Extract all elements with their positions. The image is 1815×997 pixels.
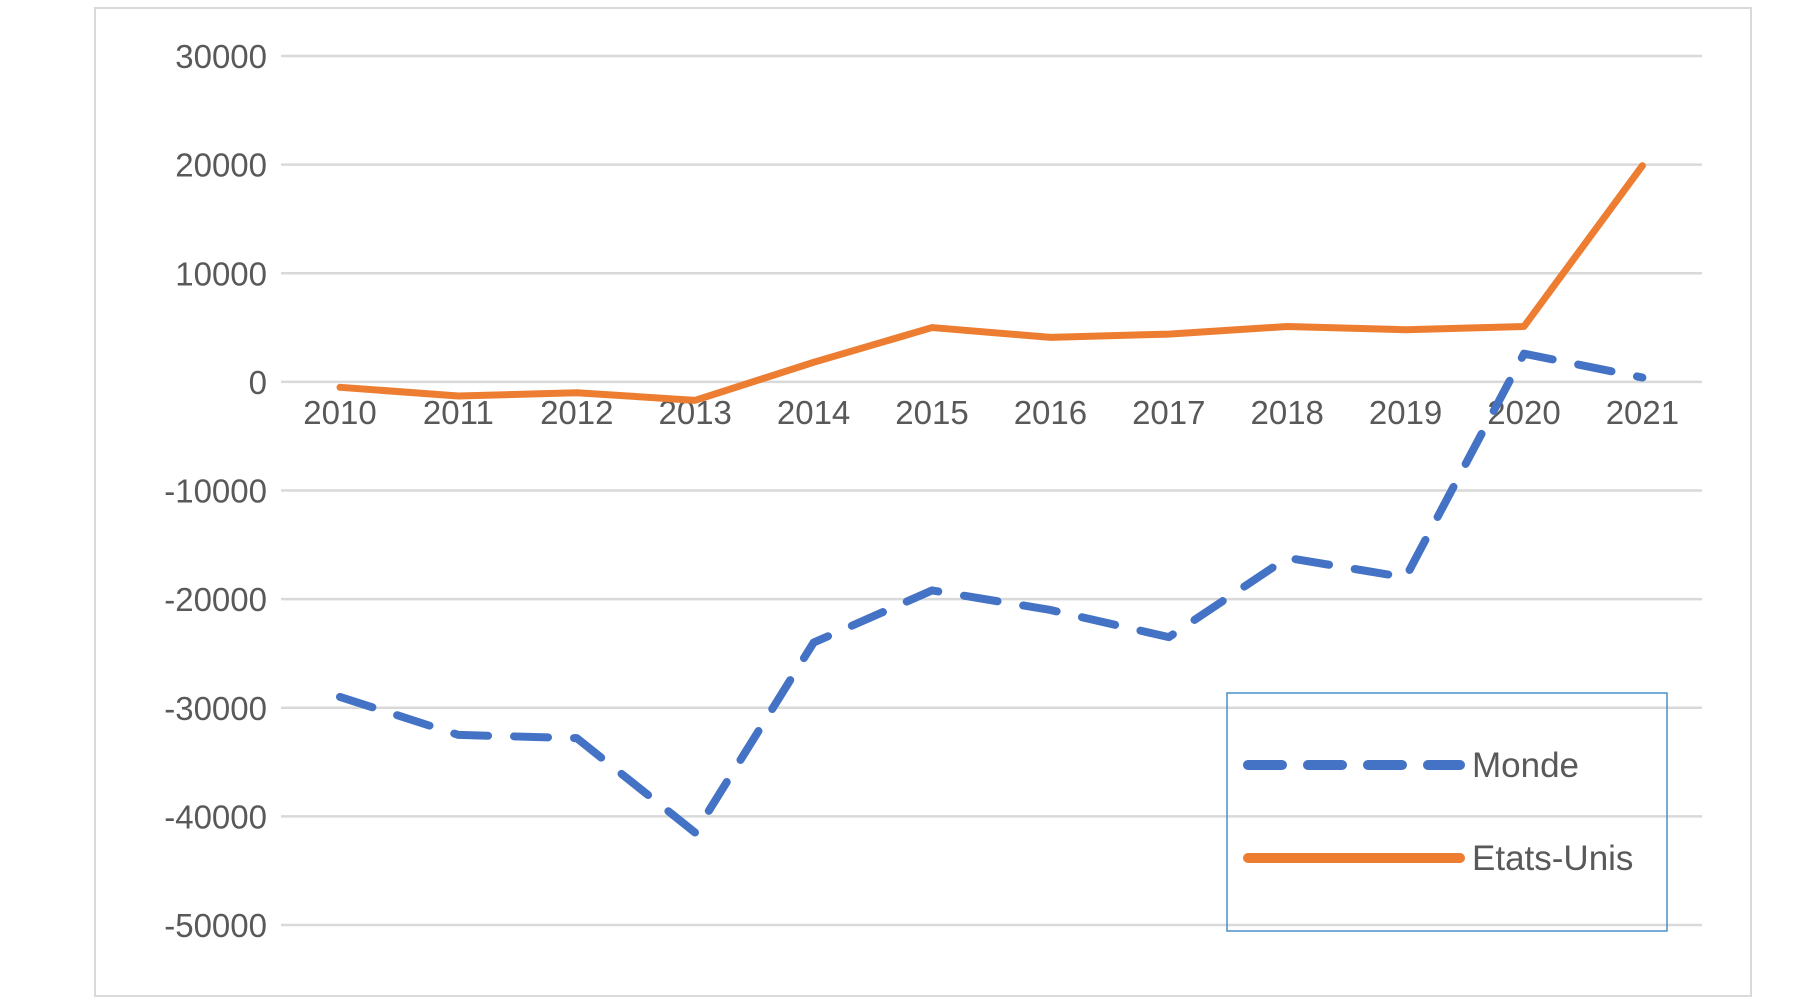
legend-box xyxy=(1227,693,1667,931)
x-tick-label: 2016 xyxy=(1014,394,1087,431)
y-tick-label: 0 xyxy=(249,364,267,401)
x-tick-label: 2012 xyxy=(540,394,613,431)
gridlines xyxy=(281,56,1702,925)
x-tick-label: 2019 xyxy=(1369,394,1442,431)
legend: Monde Etats-Unis xyxy=(1227,693,1667,931)
legend-label-monde: Monde xyxy=(1472,746,1579,785)
y-tick-label: -30000 xyxy=(164,690,267,727)
legend-label-etats-unis: Etats-Unis xyxy=(1472,839,1633,878)
y-tick-label: -20000 xyxy=(164,581,267,618)
x-tick-label: 2010 xyxy=(303,394,376,431)
series-lines xyxy=(340,166,1643,833)
y-axis-tick-labels: 30000 20000 10000 0 -10000 -20000 -30000 -40000… xyxy=(164,38,267,944)
y-tick-label: -50000 xyxy=(164,907,267,944)
series-line-etats-unis xyxy=(340,166,1642,401)
y-tick-label: -40000 xyxy=(164,798,267,835)
y-tick-label: -10000 xyxy=(164,473,267,510)
x-tick-label: 2018 xyxy=(1250,394,1323,431)
x-tick-label: 2017 xyxy=(1132,394,1205,431)
x-tick-label: 2015 xyxy=(895,394,968,431)
y-tick-label: 20000 xyxy=(175,147,267,184)
y-tick-label: 10000 xyxy=(175,255,267,292)
x-tick-label: 2021 xyxy=(1606,394,1679,431)
y-tick-label: 30000 xyxy=(175,38,267,75)
x-tick-label: 2014 xyxy=(777,394,850,431)
